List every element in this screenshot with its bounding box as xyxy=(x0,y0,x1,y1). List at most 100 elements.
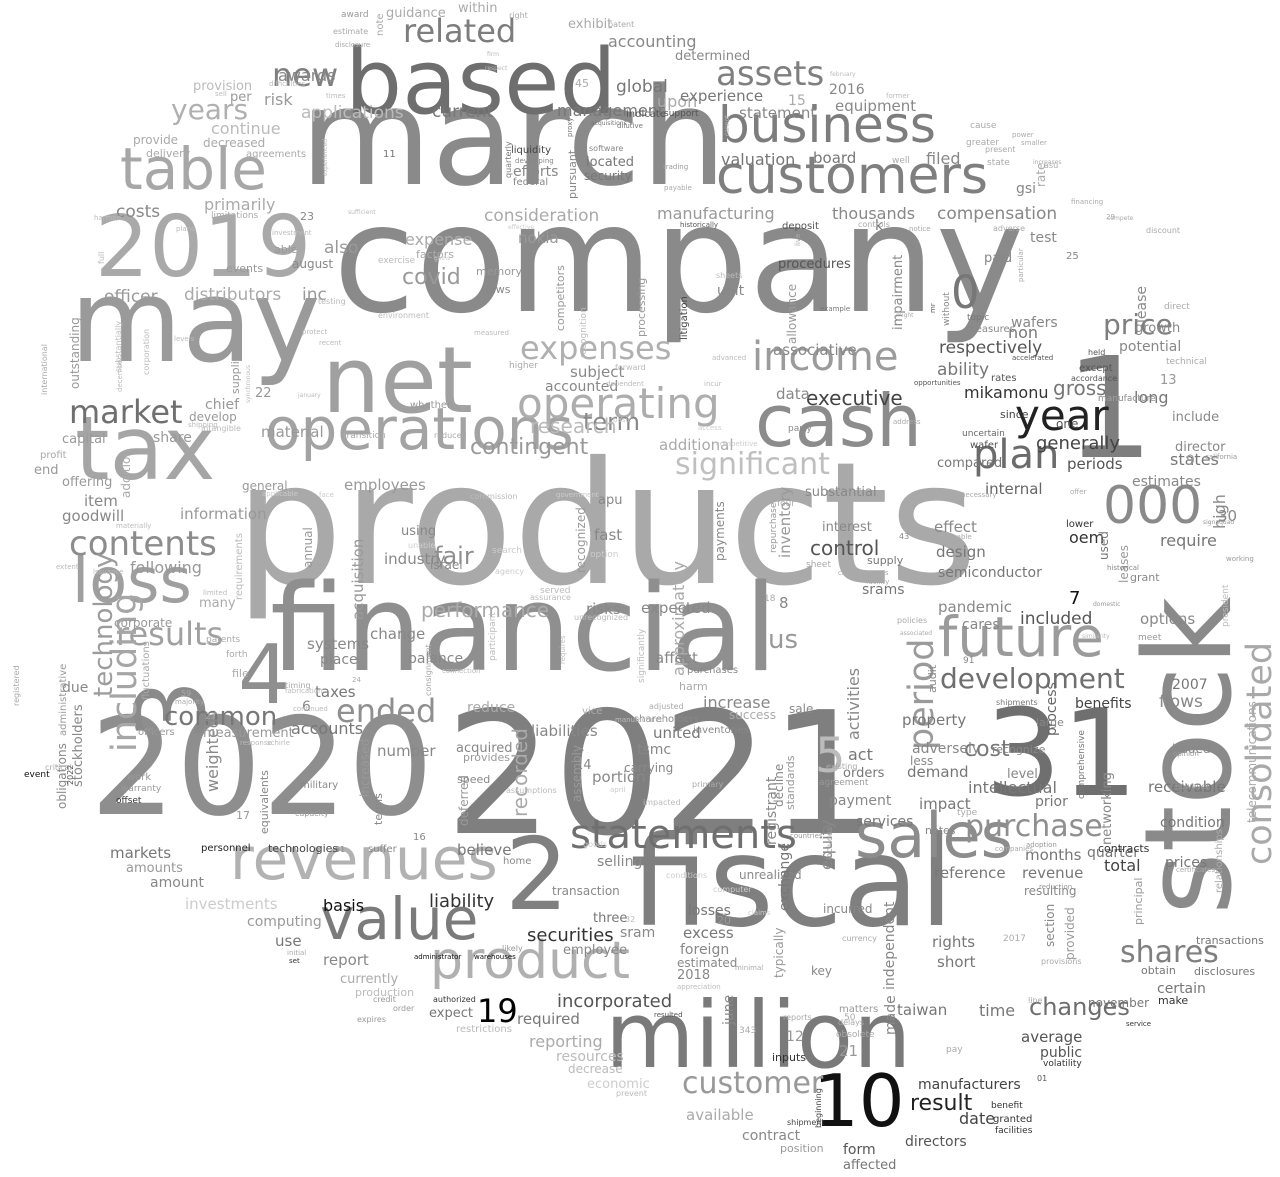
cloud-word-generally: generally xyxy=(1036,433,1121,454)
cloud-word-semiconductor: semiconductor xyxy=(938,565,1042,581)
cloud-word-majority: majority xyxy=(175,698,205,706)
cloud-word-manufacture: manufacture xyxy=(1098,394,1156,404)
cloud-word-expected: expected xyxy=(641,599,711,617)
cloud-word-results: results xyxy=(116,615,224,653)
cloud-word-reporting: reporting xyxy=(529,1032,603,1051)
cloud-word-accounting: accounting xyxy=(608,32,697,51)
cloud-word-rates: rates xyxy=(991,373,1017,384)
cloud-word-excess: excess xyxy=(683,924,734,942)
cloud-word-consideration: consideration xyxy=(484,206,600,226)
cloud-word-covid: covid xyxy=(402,265,461,290)
cloud-word-risk: risk xyxy=(264,90,293,109)
cloud-word-customer: customer xyxy=(682,1066,824,1101)
cloud-word-pursuant: pursuant xyxy=(566,149,579,199)
cloud-word-inventories: inventories xyxy=(693,725,749,736)
cloud-word-liability: liability xyxy=(429,891,495,912)
cloud-word-customers: customers xyxy=(716,146,988,206)
cloud-word-exchange: exchange xyxy=(777,843,793,911)
cloud-word-assembly: assembly xyxy=(570,745,584,802)
cloud-word-ability: ability xyxy=(937,360,990,380)
cloud-word-determined: determined xyxy=(675,49,751,64)
cloud-word-patents: patents xyxy=(206,635,241,645)
cloud-word-growth: growth xyxy=(1135,321,1181,336)
cloud-word-item: item xyxy=(84,492,118,510)
cloud-word-california: california xyxy=(1205,453,1238,461)
cloud-word-three: three xyxy=(593,911,628,926)
cloud-word-served: served xyxy=(540,586,571,596)
cloud-word-supply: supply xyxy=(867,554,904,567)
cloud-word-service: service xyxy=(1126,1020,1152,1028)
cloud-word-16: 16 xyxy=(413,832,426,843)
cloud-word-basis: basis xyxy=(323,896,365,915)
cloud-word-awards: awards xyxy=(278,66,336,85)
cloud-word-20: 20 xyxy=(717,914,731,927)
cloud-word-warehouses: warehouses xyxy=(474,953,516,961)
cloud-word-many: many xyxy=(199,596,236,611)
cloud-word-might: might xyxy=(896,312,914,319)
cloud-word-adversely: adversely xyxy=(912,741,981,757)
cloud-word-full: full xyxy=(97,251,106,264)
cloud-word-investments: investments xyxy=(185,895,278,913)
cloud-word-memory: memory xyxy=(476,265,522,278)
cloud-word-disclosure: disclosure xyxy=(335,41,371,49)
cloud-word-us: us xyxy=(768,625,799,655)
cloud-word-25: 25 xyxy=(1066,251,1079,262)
cloud-word-costs: costs xyxy=(116,202,161,222)
cloud-word-factors: factors xyxy=(416,248,454,261)
cloud-word-decrease: decrease xyxy=(568,1062,623,1076)
cloud-word-forth: forth xyxy=(226,650,248,660)
cloud-word-one: one xyxy=(1056,417,1079,431)
cloud-word-payments: payments xyxy=(713,501,727,561)
cloud-word-increased: increased xyxy=(358,738,372,797)
cloud-word-acquired: acquired xyxy=(456,741,513,756)
cloud-word-firm: firm xyxy=(487,51,499,58)
cloud-word-45: 45 xyxy=(575,77,589,90)
cloud-word-distributors: distributors xyxy=(184,285,282,305)
cloud-word-risks: risks xyxy=(586,600,621,618)
cloud-word-require: require xyxy=(1160,531,1217,550)
cloud-word-disclosures: disclosures xyxy=(1194,965,1256,978)
cloud-word-quarterly: quarterly xyxy=(504,141,513,178)
cloud-word-quarter: quarter xyxy=(1087,845,1139,861)
cloud-word-30: 30 xyxy=(1218,507,1238,525)
cloud-word-however: however xyxy=(1175,782,1210,791)
cloud-word-acquisition: acquisition xyxy=(349,538,367,620)
cloud-word-protect: protect xyxy=(302,328,328,336)
cloud-word-delivery: delivery xyxy=(146,147,191,160)
cloud-word-pandemic: pandemic xyxy=(938,598,1012,616)
cloud-word-markets: markets xyxy=(110,844,172,862)
cloud-word-form: form xyxy=(843,1142,876,1158)
cloud-word-liabilities: liabilities xyxy=(531,722,598,740)
cloud-word-payment: payment xyxy=(829,793,892,809)
cloud-word-inputs: inputs xyxy=(772,1051,807,1064)
cloud-word-public: public xyxy=(1040,1045,1083,1061)
cloud-word-sram: sram xyxy=(620,925,656,941)
cloud-word-administrator: administrator xyxy=(414,953,462,961)
cloud-word-years: years xyxy=(171,93,249,126)
cloud-word-employee: employee xyxy=(563,943,628,958)
cloud-word-increases: increases xyxy=(1033,159,1062,166)
cloud-word-payable: payable xyxy=(664,184,692,192)
cloud-word-basic: basic xyxy=(613,416,632,424)
cloud-word-technical: technical xyxy=(1166,357,1207,367)
cloud-word-financial: financial xyxy=(270,560,778,699)
cloud-word-applicable: applicable xyxy=(262,490,298,498)
cloud-word-suffer: suffer xyxy=(368,844,397,855)
cloud-word-assumptions: assumptions xyxy=(506,786,557,795)
cloud-word-accounts: accounts xyxy=(291,719,364,738)
cloud-word-circumstances: circumstances xyxy=(838,569,889,577)
cloud-word-higher: higher xyxy=(509,361,538,371)
cloud-word-result: result xyxy=(910,1091,973,1116)
cloud-word-sufficient: sufficient xyxy=(348,209,376,216)
cloud-word-associative: associative xyxy=(773,341,857,359)
cloud-word-reduction: reduction xyxy=(1039,883,1073,891)
cloud-word-except: except xyxy=(1079,363,1113,374)
cloud-word-assurance: assurance xyxy=(530,593,571,602)
cloud-word-incurred: incurred xyxy=(823,902,873,916)
cloud-word-2018: 2018 xyxy=(677,968,711,983)
cloud-word-similarity: similarity xyxy=(1082,633,1110,640)
cloud-word-unrecognized: unrecognized xyxy=(574,613,629,622)
cloud-word-sheet: sheet xyxy=(806,560,831,570)
cloud-word-efforts: efforts xyxy=(513,164,559,180)
cloud-word-events: events xyxy=(226,262,264,275)
